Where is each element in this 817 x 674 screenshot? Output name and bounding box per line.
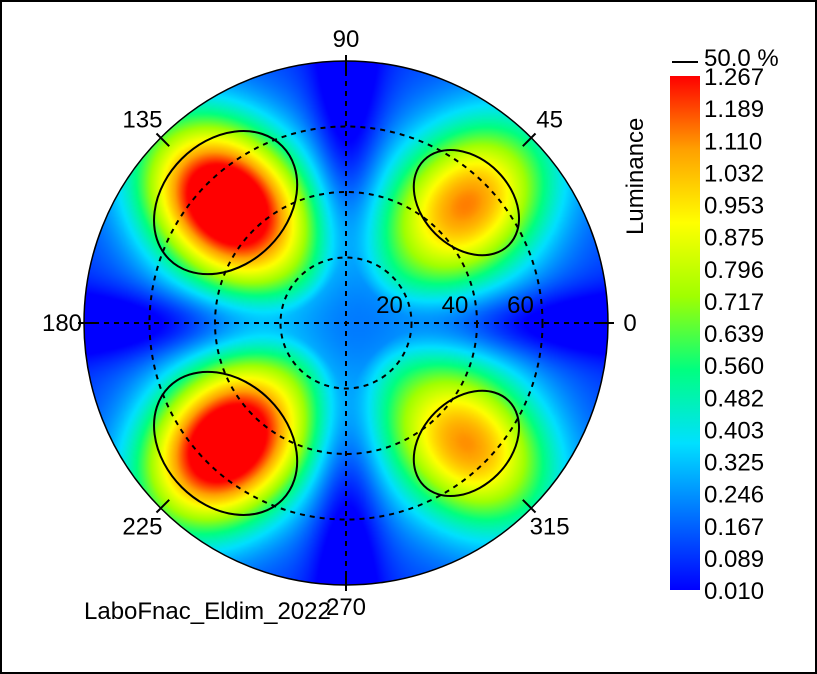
colorbar-tick-label: 0.717	[704, 289, 764, 316]
contour-legend-label: 50.0 %	[704, 45, 779, 72]
azimuth-label: 135	[122, 106, 162, 133]
colorbar-tick-label: 1.189	[704, 96, 764, 123]
azimuth-labels: 0 45 90 135 180 225 270 315	[42, 26, 637, 621]
azimuth-label: 315	[530, 514, 570, 541]
azimuth-label: 0	[623, 310, 636, 337]
colorbar-tick-label: 0.796	[704, 257, 764, 284]
azimuth-label: 270	[326, 594, 366, 621]
contour-line	[153, 130, 299, 276]
radial-label: 40	[442, 292, 469, 319]
colorbar-tick-label: 1.267	[704, 64, 764, 91]
radial-label: 60	[507, 292, 534, 319]
colorbar-tick-label: 1.110	[704, 128, 762, 155]
colorbar-tick-label: 0.875	[704, 225, 764, 252]
colorbar-tick-label: 0.403	[704, 417, 764, 444]
colorbar-gradient	[670, 76, 700, 590]
azimuth-tick	[155, 499, 170, 514]
colorbar-tick-label: 0.089	[704, 546, 764, 573]
azimuth-label: 225	[122, 514, 162, 541]
radial-ring	[279, 256, 413, 390]
azimuth-tick	[522, 499, 537, 514]
colorbar-tick-label: 0.482	[704, 385, 764, 412]
colorbar-tick-label: 0.560	[704, 353, 764, 380]
azimuth-label: 90	[333, 26, 360, 53]
colorbar-tick-label: 0.639	[704, 321, 764, 348]
contour-line	[412, 389, 521, 498]
colorbar-tick-label: 0.325	[704, 450, 764, 477]
colorbar: 50.0 % Luminance 1.267 1.189 1.110 1.032 0.9…	[622, 45, 779, 605]
colorbar-tick-label: 0.010	[704, 578, 764, 605]
contour-lines	[153, 130, 521, 516]
radial-labels: 20 40 60	[376, 292, 534, 319]
polar-grid	[84, 61, 608, 585]
azimuth-tick	[522, 132, 537, 147]
contour-line	[153, 370, 299, 516]
azimuth-tick	[155, 132, 170, 147]
azimuth-label: 180	[42, 310, 82, 337]
polar-plot: 0 45 90 135 180 225 270 315 20 40 60	[42, 26, 637, 621]
source-label: LaboFnac_Eldim_2022	[84, 598, 331, 625]
azimuth-ticks	[78, 55, 614, 591]
radial-ring	[148, 125, 544, 521]
colorbar-tick-label: 0.246	[704, 482, 764, 509]
colorbar-tick-label: 1.032	[704, 160, 764, 187]
azimuth-label: 45	[536, 106, 563, 133]
colorbar-tick-label: 0.953	[704, 193, 764, 220]
contour-line	[412, 148, 521, 257]
radial-label: 20	[376, 292, 403, 319]
colorbar-tick-labels: 1.267 1.189 1.110 1.032 0.953 0.875 0.796 0.717…	[704, 64, 764, 605]
colorbar-tick-label: 0.167	[704, 514, 764, 541]
colorbar-title: Luminance	[622, 118, 649, 235]
